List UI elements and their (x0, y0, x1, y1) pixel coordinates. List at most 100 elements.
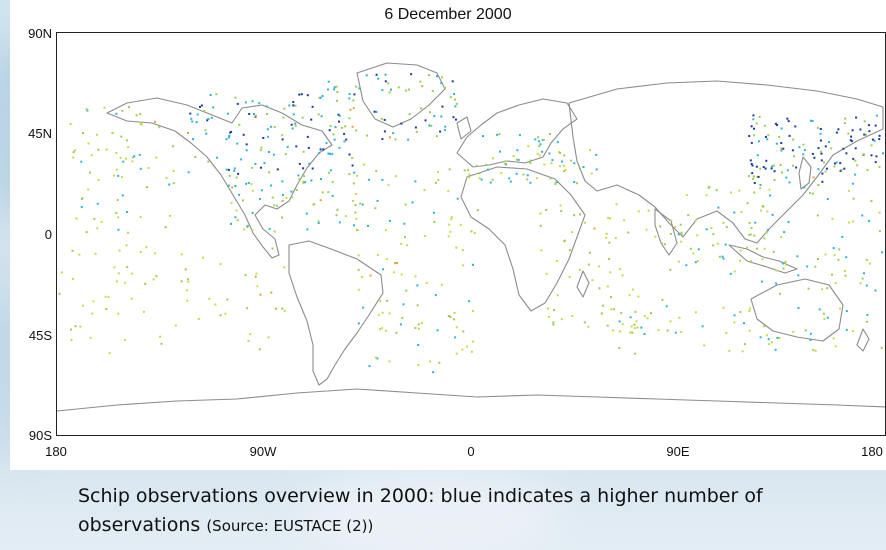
observation-dot (169, 214, 171, 217)
observation-dot (741, 350, 744, 353)
observation-dot (113, 174, 116, 177)
observation-dot (776, 336, 779, 339)
observation-dot (863, 272, 865, 275)
observation-dot (552, 321, 555, 324)
observation-dot (390, 88, 392, 91)
observation-dot (762, 166, 765, 169)
observation-dot (226, 298, 229, 301)
observation-dot (320, 115, 323, 118)
observation-dot (401, 316, 404, 319)
observation-dot (712, 244, 715, 247)
observation-dot (225, 168, 228, 171)
observation-dot (847, 132, 850, 135)
observation-dot (283, 107, 286, 110)
observation-dot (462, 330, 465, 333)
observation-dot (209, 94, 212, 96)
observation-dot (71, 249, 74, 252)
observation-dot (634, 352, 637, 355)
observation-dot (839, 169, 842, 172)
observation-dot (329, 125, 332, 127)
observation-dot (381, 311, 384, 314)
observation-dot (863, 120, 866, 123)
observation-dot (637, 210, 640, 213)
observation-dot (139, 123, 142, 125)
observation-dot (595, 168, 598, 171)
observation-dot (145, 246, 148, 249)
observation-dot (766, 138, 769, 141)
observation-dot (335, 85, 338, 88)
observation-dot (417, 344, 420, 346)
observation-dot (748, 233, 751, 236)
observation-dot (327, 152, 330, 155)
observation-dot (116, 199, 119, 202)
observation-dot (749, 159, 752, 162)
observation-dot (254, 114, 257, 117)
observation-dot (835, 161, 838, 164)
observation-dot (779, 164, 782, 166)
map-title: 6 December 2000 (384, 6, 512, 23)
observation-dot (172, 182, 175, 185)
observation-dot (809, 119, 812, 122)
observation-dot (573, 181, 576, 183)
observation-dot (322, 148, 325, 151)
observation-dot (374, 207, 377, 210)
observation-dot (856, 164, 859, 167)
observation-dot (147, 167, 150, 169)
observation-dot (623, 219, 626, 222)
observation-dot (516, 149, 519, 152)
observation-dot (820, 152, 823, 155)
observation-dot (281, 138, 284, 141)
observation-dot (516, 158, 518, 161)
observation-dot (302, 150, 305, 153)
observation-dot (415, 131, 418, 133)
observation-dot (85, 231, 88, 234)
observation-dot (292, 101, 295, 103)
observation-dot (424, 235, 426, 237)
observation-dot (281, 180, 284, 183)
observation-dot (725, 226, 728, 229)
coastline-australia (750, 278, 844, 342)
observation-dot (843, 167, 846, 170)
observation-dot (813, 156, 816, 159)
observation-dot (463, 169, 466, 172)
observation-dot (492, 157, 494, 160)
observation-dot (260, 146, 263, 149)
observation-dot (436, 329, 439, 332)
observation-dot (418, 327, 420, 330)
observation-dot (865, 320, 868, 323)
observation-dot (281, 307, 284, 310)
observation-dot (121, 194, 124, 197)
observation-dot (774, 122, 777, 125)
observation-dot (284, 153, 287, 156)
observation-dot (281, 216, 284, 219)
observation-dot (251, 211, 254, 214)
observation-dot (81, 197, 84, 200)
observation-dot (629, 316, 632, 319)
observation-dot (554, 181, 557, 184)
observation-dot (873, 139, 876, 142)
observation-dot (583, 221, 586, 224)
observation-dot (383, 118, 386, 121)
observation-dot (103, 106, 106, 109)
observation-dot (311, 167, 314, 170)
observation-dot (817, 126, 819, 129)
observation-dot (834, 345, 837, 348)
observation-dot (678, 316, 681, 319)
observation-dot (689, 247, 692, 250)
observation-dot (139, 167, 142, 170)
observation-dot (871, 138, 874, 141)
observation-dot (259, 293, 262, 296)
observation-dot (377, 313, 380, 316)
observation-dot (820, 159, 823, 162)
observation-dot (308, 162, 311, 165)
observation-dot (564, 168, 567, 171)
observation-dot (184, 268, 187, 271)
observation-dot (654, 235, 657, 238)
observation-dot (354, 211, 357, 214)
observation-dot (547, 315, 550, 318)
observation-dot (352, 182, 355, 185)
observation-dot (358, 87, 361, 90)
observation-dot (394, 262, 397, 265)
observation-dot (778, 336, 781, 339)
observation-dot (258, 348, 261, 351)
